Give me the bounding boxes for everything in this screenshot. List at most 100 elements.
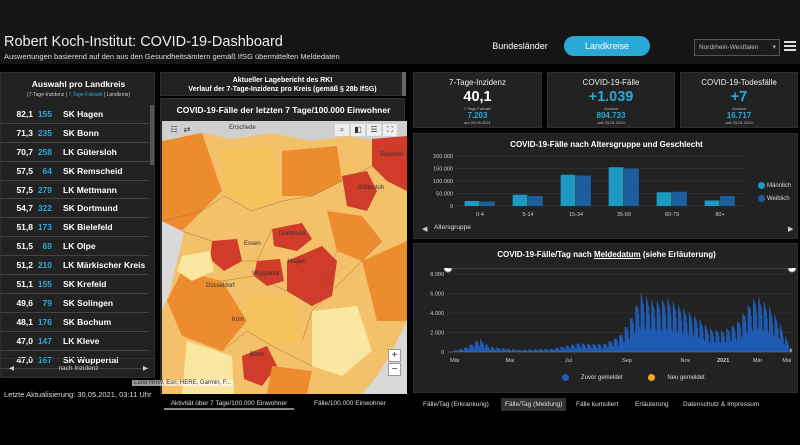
daily-bar: [556, 347, 558, 352]
daily-bar: [612, 346, 614, 352]
daily-bar: [541, 349, 543, 352]
list-item[interactable]: 51,2 210 LK Märkischer Kreis: [1, 256, 149, 276]
daily-bar: [616, 339, 618, 352]
list-item[interactable]: 57,5 64 SK Remscheid: [1, 162, 149, 181]
daily-bar: [657, 303, 659, 352]
daily-chart-svg: 0 2.000 4.000 6.000 8.000 Mär Mai Jul Sep Nov 2021…: [430, 268, 797, 364]
daily-bar: [574, 346, 576, 352]
daily-bar: [634, 334, 636, 352]
zoom-out-button[interactable]: −: [388, 363, 401, 376]
map-fullscreen-icon[interactable]: ⛶: [383, 124, 397, 136]
daily-bar: [600, 345, 602, 352]
list-item[interactable]: 51,8 173 SK Bielefeld: [1, 218, 149, 238]
nav-bundeslaender-button[interactable]: Bundesländer: [492, 41, 548, 51]
daily-bar: [741, 337, 743, 352]
daily-bar: [786, 340, 788, 352]
map-legend-icon[interactable]: ☷: [170, 125, 178, 134]
daily-bar: [668, 304, 670, 352]
age-bar-35-59-weiblich: [624, 168, 639, 206]
list-item-name: SK Solingen: [63, 297, 114, 308]
tab-erlaeuterung[interactable]: Erläuterung: [635, 401, 669, 408]
map-layers-icon[interactable]: ◧: [351, 124, 365, 136]
daily-bar: [467, 349, 469, 352]
daily-bar: [509, 349, 511, 352]
daily-bar: [756, 326, 758, 352]
list-item[interactable]: 57,5 279 LK Mettmann: [1, 181, 149, 200]
list-item[interactable]: 48,1 176 SK Bochum: [1, 313, 149, 332]
chevron-left-icon[interactable]: ◀: [9, 365, 14, 372]
daily-bar: [729, 334, 731, 352]
chevron-right-icon[interactable]: ▶: [143, 365, 148, 372]
daily-bar: [567, 345, 569, 352]
rki-report-link[interactable]: Aktueller Lagebericht des RKI Verlauf de…: [160, 72, 405, 96]
list-item[interactable]: 54,7 322 SK Dortmund: [1, 199, 149, 219]
tab-inzidenz[interactable]: 7-Tage-Inzidenz: [28, 92, 65, 98]
legend-item-weiblich[interactable]: Weiblich: [758, 195, 791, 202]
daily-bar: [722, 332, 724, 352]
kpi-faelle-value: +1.039: [588, 89, 634, 105]
daily-bar: [468, 349, 470, 352]
list-item[interactable]: 71,3 235 SK Bonn: [1, 124, 149, 143]
daily-bar: [771, 316, 773, 352]
list-item[interactable]: 82,1 155 SK Hagen: [1, 105, 149, 124]
tab-fallzahl[interactable]: 7-Tage-Fallzahl: [68, 92, 103, 98]
daily-bar: [517, 349, 519, 352]
tab-faelle-erkrankung[interactable]: Fälle/Tag (Erkrankung): [423, 401, 489, 408]
daily-bar: [631, 318, 633, 352]
nav-landkreise-button[interactable]: Landkreise: [564, 36, 650, 56]
daily-bar: [608, 340, 610, 352]
daily-bar: [686, 322, 688, 352]
daily-bar: [633, 332, 635, 352]
legend-item-zuvor[interactable]: Zuvor gemeldet: [562, 374, 635, 381]
daily-bar: [543, 350, 545, 352]
daily-bar: [710, 329, 712, 352]
list-item[interactable]: 47,0 167 SK Wuppertal: [1, 351, 149, 370]
daily-bar: [491, 346, 493, 352]
choropleth-map[interactable]: Bielefeld Dortmund Essen Hagen Düsseldor…: [162, 121, 407, 394]
daily-bar: [610, 341, 611, 352]
list-item[interactable]: 49,6 79 SK Solingen: [1, 294, 149, 313]
tab-faelle-kumuliert[interactable]: Fälle kumuliert: [576, 401, 619, 408]
daily-bar: [618, 345, 620, 352]
daily-bar: [548, 350, 550, 352]
list-scrollbar[interactable]: [150, 105, 154, 165]
tab-faelle-meldung[interactable]: Fälle/Tag (Meldung): [501, 398, 567, 411]
daily-bar: [465, 347, 467, 352]
list-item[interactable]: 51,1 155 SK Krefeld: [1, 275, 149, 294]
list-item[interactable]: 51,5 69 LK Olpe: [1, 237, 149, 257]
daily-bar: [558, 348, 559, 352]
daily-bar: [648, 306, 650, 352]
tab-map-activity[interactable]: Aktivität über 7 Tage/100.000 Einwohner: [164, 397, 294, 410]
daily-bar: [776, 322, 778, 352]
hamburger-menu-icon[interactable]: [784, 41, 796, 53]
list-item-inzidenz: 49,6: [16, 297, 33, 308]
daily-bar: [658, 305, 660, 352]
meldedatum-link[interactable]: Meldedatum: [593, 250, 641, 259]
legend-item-neu[interactable]: Neu gemeldet: [648, 374, 716, 381]
daily-bar: [691, 325, 693, 352]
list-item[interactable]: 70,7 258 LK Gütersloh: [1, 143, 149, 162]
state-select[interactable]: Nordrhein-Westfalen ▾: [694, 39, 780, 56]
list-item[interactable]: 47,0 147 LK Kleve: [1, 332, 149, 351]
daily-bar: [623, 341, 624, 352]
daily-bar: [690, 316, 692, 352]
rki-scrollbar[interactable]: [402, 72, 406, 96]
region-guetersloh: [342, 171, 377, 211]
daily-bar: [769, 310, 771, 352]
daily-bar: [550, 348, 552, 352]
daily-bar: [561, 346, 563, 352]
map-list-icon[interactable]: ☰: [367, 124, 381, 136]
daily-bar: [516, 350, 517, 352]
chevron-right-icon[interactable]: ▶: [788, 226, 794, 233]
list-item-name: SK Hagen: [63, 109, 104, 119]
map-toggle-icon[interactable]: ⇄: [183, 125, 191, 134]
map-search-icon[interactable]: ⌕: [335, 124, 349, 136]
tab-datenschutz[interactable]: Datenschutz & Impressum: [683, 401, 760, 408]
region-krefeld: [210, 239, 242, 271]
zoom-in-button[interactable]: +: [388, 349, 401, 362]
daily-bar: [768, 333, 770, 352]
chevron-left-icon[interactable]: ◀: [422, 226, 428, 233]
tab-map-cases[interactable]: Fälle/100.000 Einwohner: [314, 400, 386, 407]
legend-item-maennlich[interactable]: Männlich: [758, 182, 791, 189]
tab-landkreis[interactable]: Landkreis: [106, 92, 129, 98]
